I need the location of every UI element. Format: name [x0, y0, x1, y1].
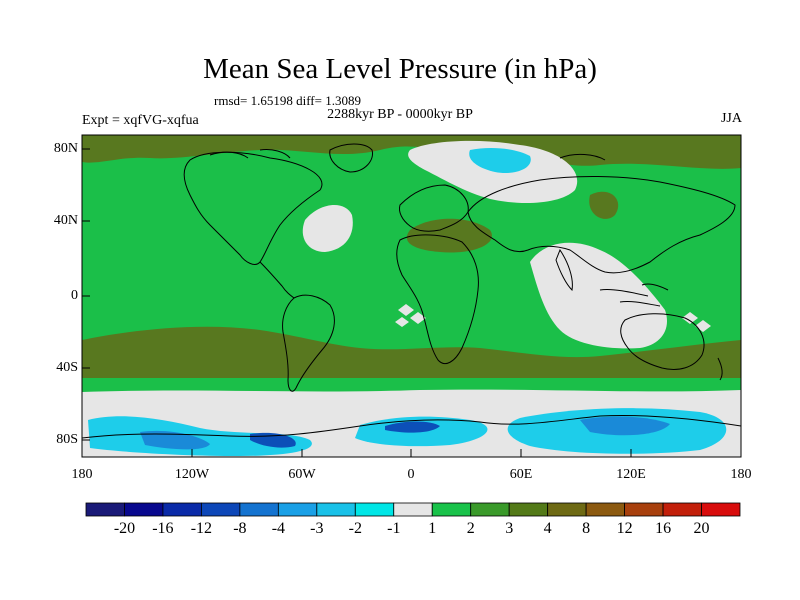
coast-africa: [396, 234, 479, 364]
field-south-olive: [82, 326, 741, 387]
lon-ticks: [81, 449, 742, 457]
colorbar-box: [547, 502, 587, 517]
field-atlantic-olive: [406, 218, 492, 253]
field-north-atlantic-light: [302, 204, 353, 252]
coast-north-america: [183, 151, 323, 265]
colorbar-box: [508, 502, 549, 517]
lat-label-40n: 40N: [53, 213, 78, 228]
coast-arctic-islands: [209, 149, 606, 161]
field-arctic-light: [408, 140, 578, 203]
colorbar-label: -8: [233, 520, 247, 537]
field-arctic-cyan: [469, 148, 531, 174]
colorbar-label: 1: [428, 520, 437, 537]
colorbar-label: -2: [348, 520, 362, 537]
coast-indonesia: [599, 283, 669, 307]
colorbar-box: [701, 502, 741, 517]
colorbar-label: -1: [387, 520, 401, 537]
colorbar-box: [470, 502, 510, 517]
field-southern-ocean-green: [82, 378, 741, 392]
colorbar-label: -3: [310, 520, 324, 537]
colorbar-label: 8: [582, 520, 591, 537]
lat-label-80s: 80S: [56, 432, 78, 447]
season-label: JJA: [720, 111, 742, 126]
colorbar-label: 20: [693, 520, 710, 537]
colorbar: [85, 502, 741, 517]
colorbar-box: [277, 502, 318, 517]
colorbar-box: [624, 502, 664, 517]
colorbar-label: 4: [543, 520, 552, 537]
colorbar-box: [316, 502, 356, 517]
colorbar-box: [354, 502, 395, 517]
lat-label-40s: 40S: [56, 360, 78, 375]
experiment-label: Expt = xqfVG-xqfua: [82, 113, 199, 128]
lon-label-180e: 180: [730, 467, 752, 482]
colorbar-box: [162, 502, 202, 517]
colorbar-box: [431, 502, 472, 517]
field-siberia-olive: [589, 191, 619, 219]
coast-new-zealand: [717, 357, 723, 381]
coastlines: [82, 143, 741, 439]
coast-antarctica: [82, 414, 741, 439]
coast-europe: [399, 184, 469, 232]
map-title: Mean Sea Level Pressure (in hPa): [203, 53, 597, 85]
field-speckle-atlantic: [395, 304, 426, 327]
lon-label-60w: 60W: [288, 467, 316, 482]
coast-india: [555, 248, 573, 292]
lon-label-120w: 120W: [174, 467, 210, 482]
field-darkblue-mid: [385, 421, 440, 433]
lat-label-80n: 80N: [53, 141, 78, 156]
colorbar-box: [662, 502, 702, 517]
stats-label: rmsd= 1.65198 diff= 1.3089: [214, 93, 361, 108]
colorbar-label: 3: [505, 520, 514, 537]
field-indian-ocean-light: [530, 242, 668, 349]
colorbar-label: -20: [113, 520, 136, 537]
field-blue-left: [140, 430, 210, 450]
colorbar-label: 16: [655, 520, 672, 537]
period-label: 2288kyr BP - 0000kyr BP: [327, 107, 473, 122]
colorbar-box: [585, 502, 625, 517]
lat-ticks: [82, 148, 90, 441]
colorbar-box: [393, 502, 433, 517]
lon-label-180w: 180: [71, 467, 93, 482]
field-blue-right: [580, 416, 670, 436]
coast-central-america: [259, 261, 295, 299]
colorbar-label: 2: [466, 520, 475, 537]
field-cyan-left: [88, 416, 312, 456]
colorbar-box: [124, 502, 164, 517]
coast-asia: [467, 175, 736, 274]
colorbar-label: -4: [271, 520, 286, 537]
coast-south-america: [282, 294, 335, 392]
colorbar-label: -12: [190, 520, 213, 537]
colorbar-box: [85, 502, 125, 517]
coast-greenland: [329, 143, 374, 173]
colorbar-box: [239, 502, 279, 517]
colorbar-box: [201, 502, 241, 517]
lon-label-120e: 120E: [616, 467, 646, 482]
field-speckle-pacific: [682, 312, 711, 332]
field-north-olive: [82, 135, 741, 169]
coast-australia: [620, 313, 705, 370]
lat-label-0: 0: [71, 288, 78, 303]
colorbar-label: -16: [152, 520, 174, 537]
lon-label-60e: 60E: [509, 467, 533, 482]
lon-label-0: 0: [407, 467, 415, 482]
colorbar-label: 12: [616, 520, 633, 537]
map-fields: [82, 135, 741, 457]
